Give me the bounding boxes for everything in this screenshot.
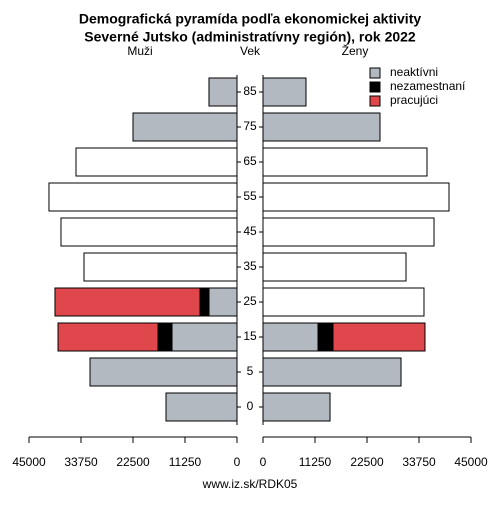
source: www.iz.sk/RDK05 — [202, 477, 298, 491]
bar — [262, 147, 428, 177]
bar — [199, 287, 210, 317]
y-tick-label: 5 — [247, 364, 254, 378]
bar — [208, 287, 238, 317]
bar — [262, 77, 307, 107]
legend-swatch — [369, 81, 381, 93]
bar — [262, 392, 331, 422]
bar — [60, 217, 238, 247]
bar — [317, 322, 334, 352]
legend-swatch — [369, 95, 381, 107]
right-label: Ženy — [342, 43, 369, 58]
x-tick-label: 0 — [260, 455, 267, 469]
x-tick-label: 11250 — [169, 455, 202, 469]
x-tick-label: 33750 — [64, 455, 98, 469]
y-tick-label: 85 — [243, 84, 257, 98]
legend-label: neaktívni — [390, 65, 438, 79]
y-tick-label: 65 — [243, 154, 257, 168]
bar — [262, 252, 407, 282]
x-tick-label: 22500 — [116, 455, 150, 469]
bar — [89, 357, 238, 387]
y-tick-label: 35 — [243, 259, 257, 273]
legend-label: nezamestnaní — [390, 79, 466, 93]
x-tick-label: 33750 — [402, 455, 436, 469]
bar — [83, 252, 238, 282]
bar — [262, 322, 319, 352]
bar — [208, 77, 238, 107]
x-tick-label: 22500 — [350, 455, 384, 469]
chart-title: Demografická pyramída podľa ekonomickej … — [79, 11, 422, 27]
bar — [54, 287, 201, 317]
bar — [262, 287, 425, 317]
y-tick-label: 75 — [243, 119, 257, 133]
bar — [48, 182, 238, 212]
bar — [165, 392, 238, 422]
y-tick-label: 15 — [243, 329, 257, 343]
center-label: Vek — [240, 44, 261, 58]
bar — [262, 182, 450, 212]
legend-label: pracujúci — [390, 93, 438, 107]
left-label: Muži — [127, 44, 152, 58]
bar — [262, 112, 381, 142]
bar — [262, 357, 402, 387]
bar — [132, 112, 238, 142]
bar — [157, 322, 173, 352]
y-tick-label: 55 — [243, 189, 257, 203]
x-tick-label: 45000 — [12, 455, 46, 469]
y-tick-label: 0 — [247, 399, 254, 413]
x-tick-label: 45000 — [454, 455, 488, 469]
y-tick-label: 25 — [243, 294, 257, 308]
x-tick-label: 0 — [234, 455, 241, 469]
y-tick-label: 45 — [243, 224, 257, 238]
legend-swatch — [369, 67, 381, 79]
x-tick-label: 11250 — [299, 455, 332, 469]
bar — [57, 322, 159, 352]
bar — [75, 147, 238, 177]
bar — [171, 322, 238, 352]
bar — [262, 217, 435, 247]
chart-subtitle: Severné Jutsko (administratívny región),… — [84, 29, 416, 45]
bar — [332, 322, 426, 352]
